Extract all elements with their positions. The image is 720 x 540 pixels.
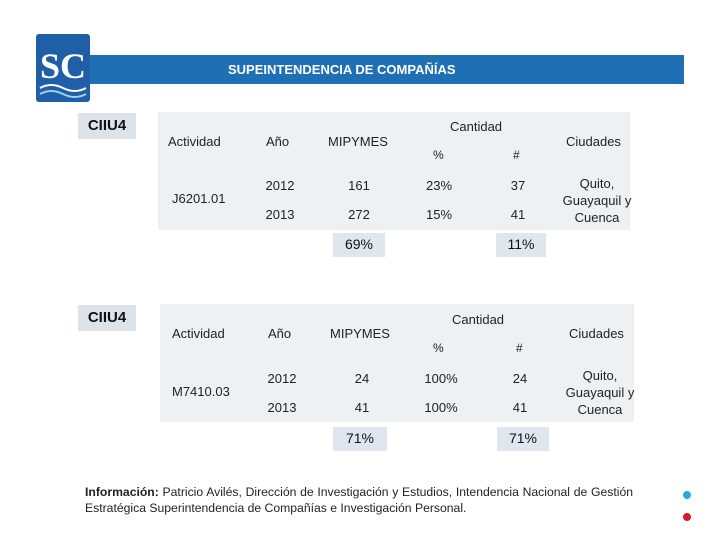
mipymes-header: MIPYMES — [330, 326, 390, 341]
row-year: 2013 — [265, 207, 295, 222]
red-dot-icon — [683, 513, 691, 521]
cities-cell: Quito, Guayaquil y Cuenca — [565, 368, 635, 417]
ciiu-label: CIIU4 — [78, 113, 136, 139]
row-year: 2013 — [267, 400, 297, 415]
cantidad-header: Cantidad — [450, 119, 503, 134]
activity-code: M7410.03 — [172, 384, 230, 399]
row-mipymes: 161 — [348, 178, 370, 193]
svg-text:SC: SC — [40, 46, 86, 86]
sc-logo: SC — [36, 34, 90, 102]
row-year: 2012 — [265, 178, 295, 193]
row-mipymes: 41 — [354, 400, 370, 415]
ciudades-header: Ciudades — [569, 326, 624, 341]
row-pct: 100% — [424, 400, 458, 415]
num-header: # — [516, 341, 523, 355]
year-header: Año — [268, 326, 292, 341]
table-2-panel — [160, 304, 634, 422]
mipymes-header: MIPYMES — [328, 134, 388, 149]
cantidad-header: Cantidad — [452, 312, 505, 327]
cities-cell: Quito, Guayaquil y Cuenca — [562, 176, 632, 225]
total-mipymes: 71% — [333, 427, 387, 451]
row-num: 37 — [510, 178, 526, 193]
row-num: 41 — [510, 207, 526, 222]
ciudades-header: Ciudades — [566, 134, 621, 149]
row-pct: 100% — [424, 371, 458, 386]
pct-header: % — [433, 341, 444, 355]
table-1-panel — [158, 112, 630, 230]
blue-dot-icon — [683, 491, 691, 499]
year-header: Año — [266, 134, 290, 149]
row-mipymes: 272 — [348, 207, 370, 222]
source-note: Información: Patricio Avilés, Dirección … — [85, 484, 633, 516]
activity-code: J6201.01 — [172, 191, 226, 206]
total-mipymes: 69% — [333, 233, 385, 257]
pct-header: % — [433, 148, 444, 162]
source-text: Patricio Avilés, Dirección de Investigac… — [85, 485, 633, 515]
row-mipymes: 24 — [354, 371, 370, 386]
row-num: 41 — [512, 400, 528, 415]
row-pct: 15% — [425, 207, 453, 222]
row-num: 24 — [512, 371, 528, 386]
row-pct: 23% — [425, 178, 453, 193]
total-num: 11% — [496, 233, 546, 257]
page-title: SUPEINTENDENCIA DE COMPAÑÍAS — [228, 62, 456, 77]
activity-header: Actividad — [168, 134, 221, 149]
ciiu-label: CIIU4 — [78, 305, 136, 331]
row-year: 2012 — [267, 371, 297, 386]
total-num: 71% — [497, 427, 549, 451]
source-label: Información: — [85, 485, 159, 499]
title-banner: SUPEINTENDENCIA DE COMPAÑÍAS — [62, 55, 684, 84]
num-header: # — [513, 148, 520, 162]
activity-header: Actividad — [172, 326, 225, 341]
